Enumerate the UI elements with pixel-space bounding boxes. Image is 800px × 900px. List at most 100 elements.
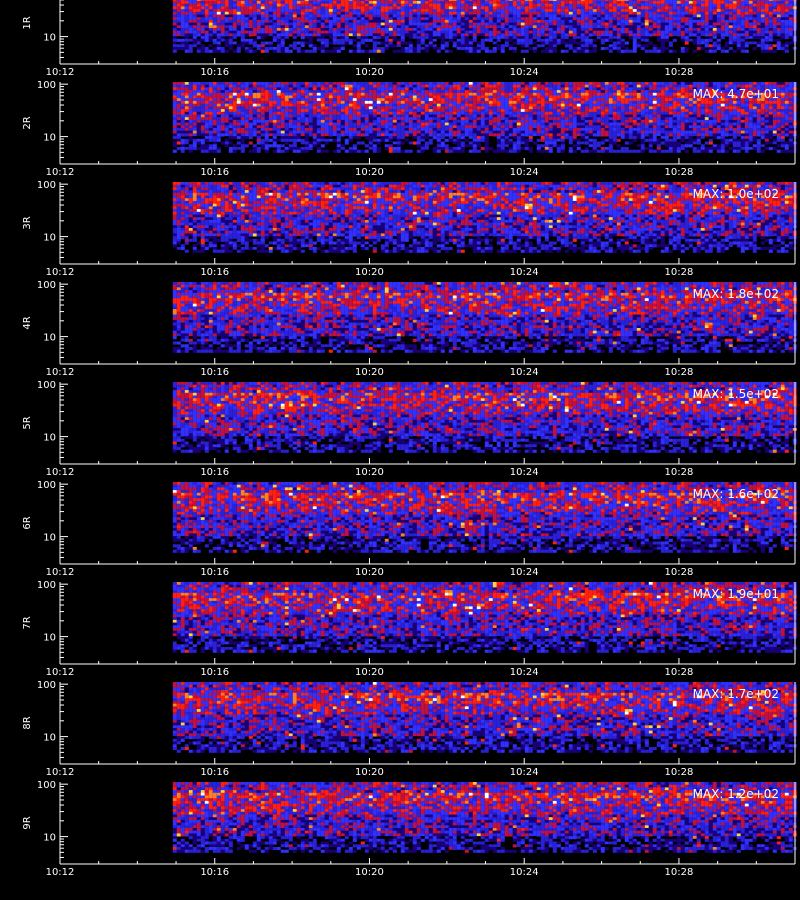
- heatmap-cell: [588, 0, 593, 4]
- heatmap-cell: [172, 111, 177, 115]
- heatmap-cell: [232, 87, 237, 91]
- heatmap-cell: [188, 19, 193, 23]
- heatmap-cell: [540, 30, 545, 34]
- heatmap-cell: [328, 109, 333, 113]
- heatmap-cell: [276, 25, 281, 29]
- heatmap-cell: [408, 33, 413, 37]
- heatmap-cell: [456, 9, 461, 13]
- heatmap-cell: [308, 30, 313, 34]
- heatmap-cell: [640, 9, 645, 13]
- heatmap-cell: [296, 138, 301, 142]
- heatmap-cell: [576, 38, 581, 42]
- heatmap-cell: [172, 119, 177, 123]
- heatmap-cell: [424, 6, 429, 10]
- heatmap-cell: [372, 49, 377, 53]
- heatmap-cell: [200, 0, 205, 4]
- heatmap-cell: [560, 9, 565, 13]
- heatmap-cell: [176, 33, 181, 37]
- heatmap-cell: [348, 111, 353, 115]
- heatmap-cell: [708, 30, 713, 34]
- heatmap-cell: [272, 125, 277, 129]
- heatmap-cell: [728, 0, 733, 2]
- heatmap-cell: [696, 14, 701, 18]
- heatmap-cell: [288, 6, 293, 10]
- heatmap-cell: [592, 33, 597, 37]
- heatmap-cell: [660, 19, 665, 23]
- heatmap-cell: [500, 11, 505, 15]
- heatmap-cell: [732, 41, 737, 45]
- heatmap-cell: [320, 103, 325, 107]
- heatmap-cell: [284, 0, 289, 2]
- heatmap-cell: [200, 14, 205, 18]
- heatmap-cell: [752, 14, 757, 18]
- heatmap-cell: [316, 22, 321, 26]
- heatmap-cell: [276, 3, 281, 7]
- heatmap-cell: [312, 30, 317, 34]
- heatmap-cell: [744, 33, 749, 37]
- heatmap-cell: [552, 28, 557, 32]
- heatmap-cell: [376, 36, 381, 40]
- heatmap-cell: [732, 49, 737, 53]
- heatmap-cell: [764, 38, 769, 42]
- heatmap-cell: [192, 147, 197, 151]
- heatmap-cell: [700, 3, 705, 7]
- heatmap-cell: [720, 30, 725, 34]
- heatmap-cell: [312, 49, 317, 53]
- heatmap-cell: [176, 82, 181, 86]
- heatmap-cell: [344, 3, 349, 7]
- heatmap-cell: [228, 82, 233, 86]
- heatmap-cell: [364, 0, 369, 2]
- heatmap-cell: [228, 30, 233, 34]
- heatmap-cell: [404, 11, 409, 15]
- heatmap-cell: [264, 41, 269, 45]
- heatmap-cell: [748, 14, 753, 18]
- heatmap-cell: [216, 38, 221, 42]
- heatmap-cell: [240, 119, 245, 123]
- heatmap-cell: [444, 14, 449, 18]
- heatmap-cell: [288, 22, 293, 26]
- heatmap-cell: [492, 19, 497, 23]
- heatmap-cell: [244, 9, 249, 13]
- heatmap-cell: [316, 100, 321, 104]
- heatmap-cell: [208, 44, 213, 48]
- heatmap-cell: [340, 119, 345, 123]
- heatmap-cell: [356, 19, 361, 23]
- heatmap-cell: [340, 147, 345, 151]
- heatmap-cell: [352, 25, 357, 29]
- heatmap-cell: [520, 22, 525, 26]
- heatmap-cell: [336, 47, 341, 51]
- heatmap-cell: [628, 33, 633, 37]
- heatmap-cell: [324, 82, 329, 86]
- heatmap-cell: [312, 17, 317, 21]
- heatmap-cell: [288, 136, 293, 140]
- heatmap-cell: [628, 28, 633, 32]
- heatmap-cell: [392, 3, 397, 7]
- heatmap-cell: [780, 3, 785, 7]
- heatmap-cell: [256, 122, 261, 126]
- heatmap-cell: [180, 117, 185, 121]
- heatmap-cell: [188, 141, 193, 145]
- heatmap-cell: [416, 0, 421, 4]
- heatmap-cell: [692, 49, 697, 53]
- heatmap-cell: [460, 0, 465, 4]
- heatmap-cell: [688, 3, 693, 7]
- heatmap-cell: [612, 17, 617, 21]
- heatmap-cell: [696, 6, 701, 10]
- heatmap-cell: [564, 9, 569, 13]
- heatmap-cell: [216, 106, 221, 110]
- heatmap-cell: [404, 33, 409, 37]
- heatmap-cell: [244, 6, 249, 10]
- heatmap-cell: [560, 11, 565, 15]
- heatmap-cell: [308, 125, 313, 129]
- heatmap-cell: [360, 28, 365, 32]
- heatmap-cell: [672, 11, 677, 15]
- heatmap-cell: [656, 22, 661, 26]
- heatmap-cell: [704, 28, 709, 32]
- heatmap-cell: [220, 0, 225, 4]
- heatmap-cell: [332, 100, 337, 104]
- heatmap-cell: [372, 25, 377, 29]
- heatmap-cell: [484, 38, 489, 42]
- heatmap-cell: [316, 0, 321, 4]
- heatmap-cell: [488, 11, 493, 15]
- heatmap-cell: [184, 25, 189, 29]
